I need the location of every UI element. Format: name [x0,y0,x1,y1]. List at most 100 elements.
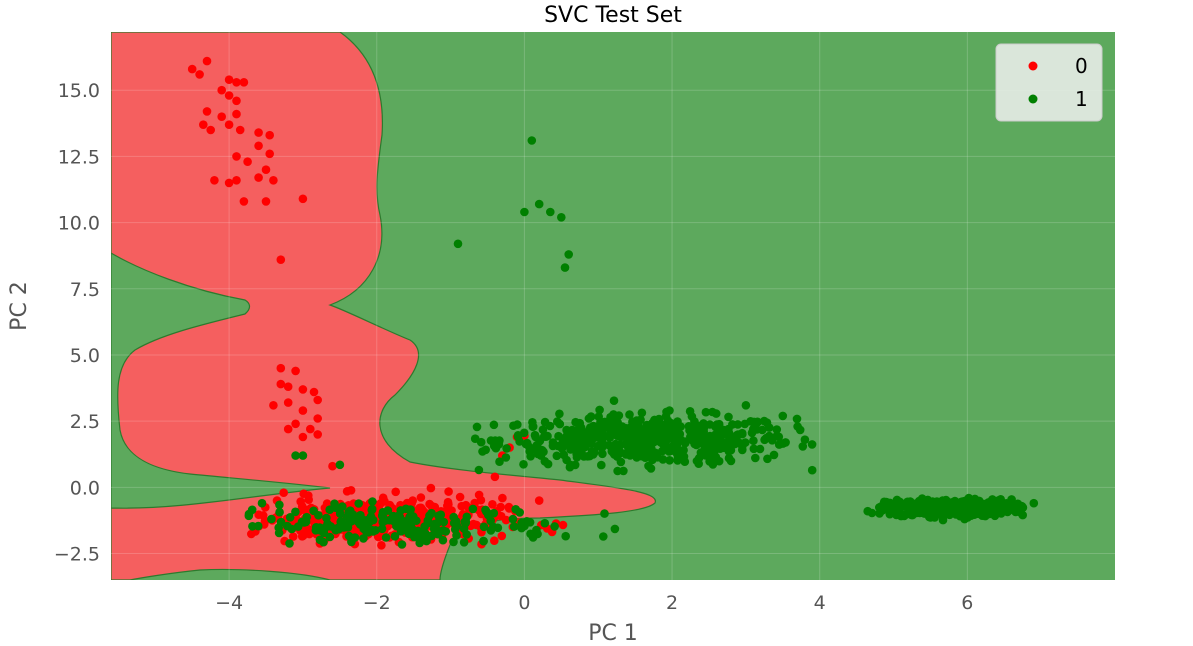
point-series-1 [495,457,504,467]
point-series-1 [600,509,609,518]
point-series-1 [298,451,308,460]
point-series-1 [632,429,641,438]
point-series-1 [562,455,571,465]
point-series-1 [749,444,759,454]
point-series-0 [313,395,323,405]
point-series-0 [490,536,499,545]
point-series-0 [187,64,197,74]
point-series-1 [625,410,634,419]
point-series-1 [395,512,405,522]
point-series-1 [449,537,458,547]
point-series-1 [257,498,267,508]
point-series-1 [368,527,378,536]
point-series-1 [565,433,574,443]
point-series-0 [276,363,286,373]
point-series-1 [412,532,422,542]
point-series-1 [665,406,674,415]
point-series-1 [996,495,1005,504]
point-series-0 [496,502,506,512]
point-series-0 [258,511,268,520]
point-series-1 [673,456,682,465]
legend-label-0: 0 [1075,54,1088,78]
point-series-0 [378,493,388,503]
point-series-1 [977,499,987,509]
point-series-1 [561,531,570,541]
point-series-1 [362,516,371,525]
point-series-0 [224,91,234,100]
point-series-0 [279,488,289,498]
point-series-0 [217,112,226,121]
point-series-1 [896,511,906,521]
point-series-1 [528,422,538,431]
point-series-0 [297,502,307,511]
point-series-1 [520,207,529,217]
point-series-1 [653,434,663,443]
point-series-0 [309,387,319,397]
y-tick-label: 5.0 [70,345,100,367]
point-series-1 [885,498,895,508]
point-series-0 [232,109,241,119]
point-series-1 [314,511,323,520]
point-series-1 [738,442,747,451]
x-tick-label: 6 [961,592,973,614]
point-series-0 [374,532,383,542]
point-series-1 [641,430,651,439]
y-tick-label: 12.5 [58,146,100,168]
point-series-1 [517,523,526,533]
point-series-1 [276,517,286,527]
point-series-1 [863,506,872,516]
y-tick-label: 2.5 [70,411,100,433]
point-series-1 [405,512,414,522]
y-tick-label: 10.0 [58,213,100,235]
point-series-1 [571,417,580,427]
point-series-1 [595,405,604,415]
point-series-0 [298,385,308,394]
point-series-1 [924,512,934,522]
point-series-1 [459,524,469,533]
point-series-1 [274,528,284,538]
point-series-0 [291,366,300,376]
point-series-1 [653,419,663,428]
point-series-0 [261,165,271,174]
series-1-points [244,136,1039,549]
point-series-1 [368,497,377,506]
point-series-1 [325,532,335,542]
point-series-1 [299,518,309,527]
y-tick-label: 15.0 [58,80,100,102]
point-series-1 [632,416,642,425]
point-series-0 [269,401,278,410]
chart-title: SVC Test Set [544,3,682,28]
point-series-1 [557,213,566,222]
point-series-1 [960,514,969,524]
point-series-1 [540,518,550,528]
x-tick-label: −2 [363,592,391,614]
point-series-1 [532,525,541,535]
point-series-1 [553,441,563,451]
point-series-1 [800,435,810,445]
point-series-0 [283,382,293,392]
point-series-1 [661,440,670,450]
point-series-1 [450,525,460,534]
point-series-1 [519,460,528,469]
point-series-1 [293,522,303,531]
point-series-1 [367,505,377,515]
point-series-1 [680,457,690,467]
point-series-0 [313,430,323,439]
point-series-1 [658,455,668,464]
point-series-0 [298,406,308,415]
point-series-0 [534,496,544,505]
point-series-1 [338,502,347,511]
point-series-0 [298,194,308,204]
point-series-1 [501,453,511,462]
point-series-1 [728,433,738,443]
point-series-1 [671,440,681,450]
point-series-0 [488,500,497,509]
point-series-1 [359,534,368,543]
point-series-0 [206,125,215,135]
point-series-1 [651,452,660,461]
point-series-1 [335,509,345,518]
point-series-1 [555,419,565,429]
point-series-0 [504,504,514,513]
point-series-1 [740,419,750,429]
point-series-0 [288,532,298,541]
